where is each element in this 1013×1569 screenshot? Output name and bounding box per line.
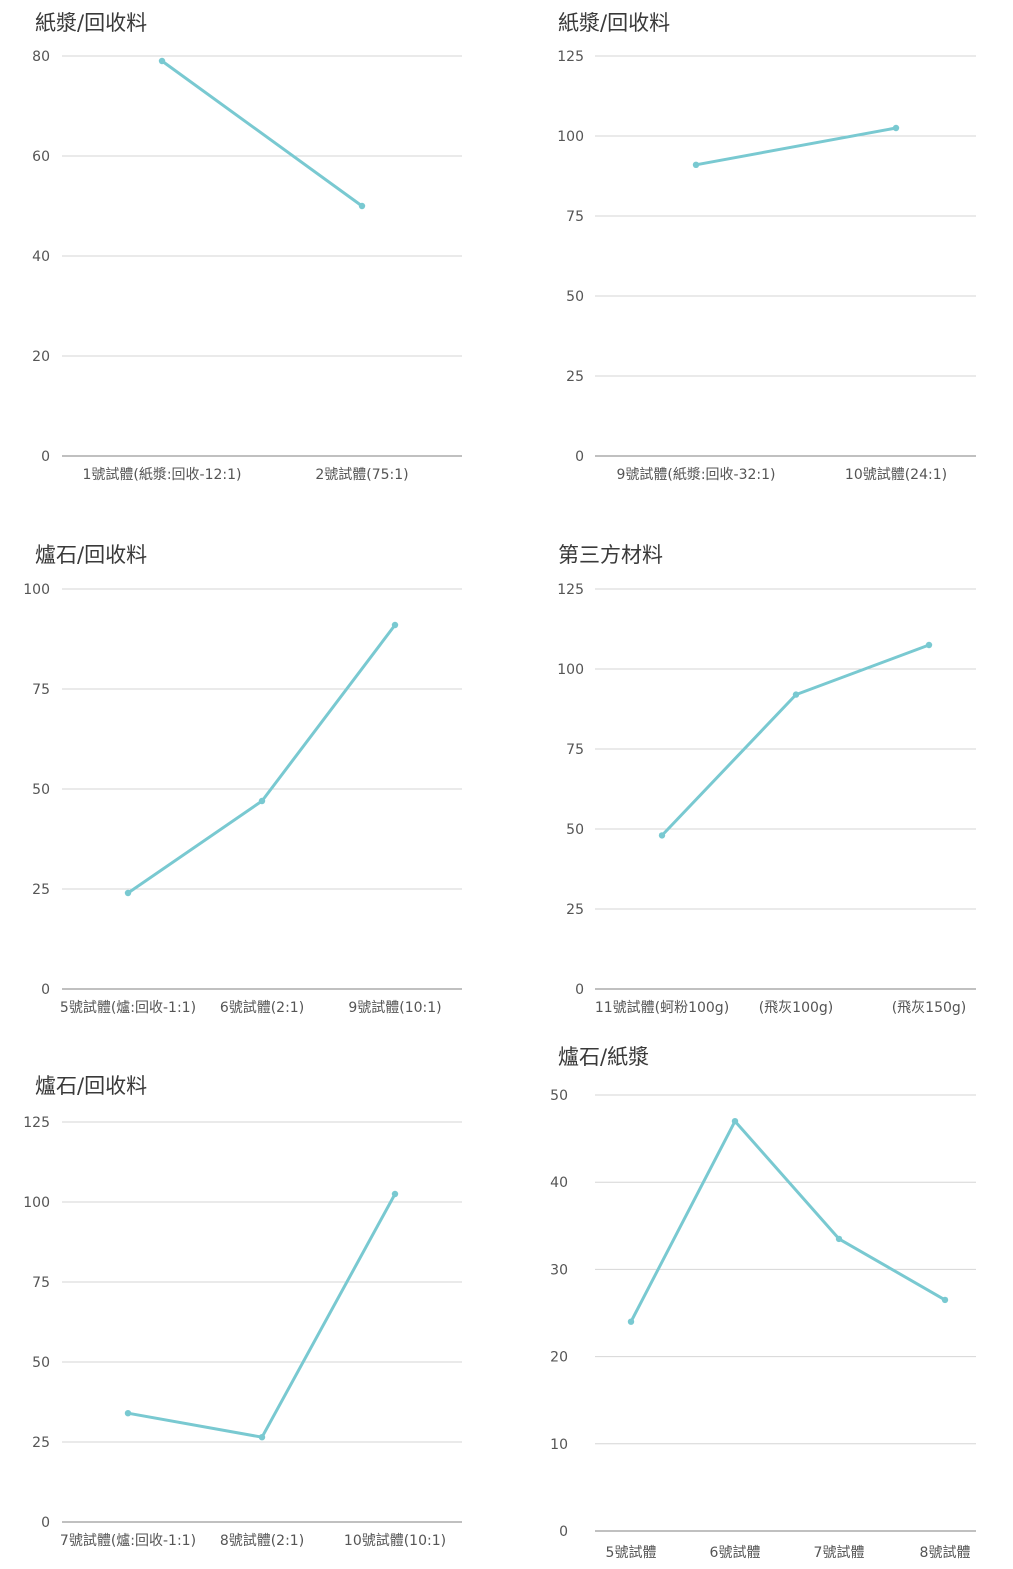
- x-tick-label: 7號試體: [814, 1545, 865, 1561]
- line-chart-1: 紙漿/回收料 0 20 40 60 80 1號試體(紙漿:回收-12:1) 2號試體(75:1…: [32, 11, 462, 483]
- y-tick-label: 75: [566, 209, 584, 225]
- data-point: [391, 621, 399, 629]
- y-tick-label: 25: [566, 369, 584, 385]
- x-tick-label: 5號試體: [606, 1545, 657, 1561]
- y-tick-label: 25: [32, 882, 50, 898]
- y-tick-label: 100: [23, 1195, 50, 1211]
- y-tick-label: 75: [32, 682, 50, 698]
- y-tick-label: 0: [41, 1515, 50, 1531]
- series-line: [126, 623, 397, 895]
- y-tick-label: 40: [550, 1175, 568, 1191]
- y-tick-label: 0: [559, 1524, 568, 1540]
- chart-title: 爐石/紙漿: [558, 1045, 649, 1069]
- series-line: [660, 643, 931, 837]
- x-tick-label: (飛灰150g): [892, 1000, 967, 1016]
- y-tick-label: 100: [557, 129, 584, 145]
- y-tick-label: 0: [575, 449, 584, 465]
- chart-title: 爐石/回收料: [35, 543, 147, 567]
- series-line: [694, 126, 898, 167]
- y-tick-label: 75: [566, 742, 584, 758]
- data-point: [158, 57, 166, 65]
- data-point: [258, 797, 266, 805]
- y-tick-label: 50: [566, 822, 584, 838]
- data-point: [124, 889, 132, 897]
- x-tick-label: 6號試體(2:1): [220, 1000, 304, 1016]
- data-point: [892, 124, 900, 132]
- chart-title: 紙漿/回收料: [558, 11, 670, 35]
- x-tick-label: 1號試體(紙漿:回收-12:1): [82, 467, 241, 483]
- x-tick-label: 5號試體(爐:回收-1:1): [60, 1000, 196, 1016]
- y-tick-label: 100: [557, 662, 584, 678]
- y-tick-label: 50: [550, 1088, 568, 1104]
- line-chart-4: 第三方材料 0 25 50 75 100 125 11號試體(蚵粉100g) (飛灰100g) (…: [557, 543, 976, 1016]
- series-line: [160, 59, 364, 208]
- line-chart-2: 紙漿/回收料 0 25 50 75 100 125 9號試體(紙漿:回收-32:1) 10號試體…: [557, 11, 976, 483]
- y-tick-label: 0: [575, 982, 584, 998]
- chart-title: 第三方材料: [558, 543, 663, 567]
- y-tick-label: 0: [41, 982, 50, 998]
- chart-title: 紙漿/回收料: [35, 11, 147, 35]
- data-point: [925, 641, 933, 649]
- y-tick-label: 50: [566, 289, 584, 305]
- y-tick-label: 25: [566, 902, 584, 918]
- series-line: [126, 1192, 397, 1439]
- data-point: [391, 1190, 399, 1198]
- line-chart-3: 爐石/回收料 0 25 50 75 100 5號試體(爐:回收-1:1) 6號試體(2:1) 9…: [23, 543, 462, 1016]
- series-line: [629, 1119, 947, 1324]
- data-point: [258, 1434, 266, 1441]
- y-tick-label: 125: [557, 582, 584, 598]
- y-tick-label: 80: [32, 49, 50, 65]
- y-tick-label: 125: [23, 1115, 50, 1131]
- y-tick-label: 60: [32, 149, 50, 165]
- y-tick-label: 75: [32, 1275, 50, 1291]
- x-tick-label: 7號試體(爐:回收-1:1): [60, 1533, 196, 1549]
- data-point: [358, 202, 366, 210]
- y-tick-label: 25: [32, 1435, 50, 1451]
- y-tick-label: 100: [23, 582, 50, 598]
- y-tick-label: 30: [550, 1262, 568, 1278]
- line-chart-6: 爐石/紙漿 0 10 20 30 40 50 5號試體 6號試體 7號試體 8號試體: [550, 1045, 976, 1561]
- y-tick-label: 20: [32, 349, 50, 365]
- x-tick-label: (飛灰100g): [759, 1000, 834, 1016]
- y-tick-label: 0: [41, 449, 50, 465]
- data-point: [658, 832, 666, 839]
- data-point: [731, 1118, 739, 1125]
- x-tick-label: 2號試體(75:1): [315, 467, 408, 483]
- data-point: [941, 1296, 949, 1304]
- line-chart-5: 爐石/回收料 0 25 50 75 100 125 7號試體(爐:回收-1:1) 8號試體(2:…: [23, 1074, 462, 1549]
- x-tick-label: 8號試體(2:1): [220, 1533, 304, 1549]
- y-tick-label: 20: [550, 1350, 568, 1366]
- x-tick-label: 10號試體(10:1): [344, 1533, 446, 1549]
- x-tick-label: 9號試體(10:1): [348, 1000, 441, 1016]
- chart-title: 爐石/回收料: [35, 1074, 147, 1098]
- data-point: [792, 691, 800, 698]
- data-point: [627, 1318, 635, 1325]
- y-tick-label: 125: [557, 49, 584, 65]
- y-tick-label: 50: [32, 1355, 50, 1371]
- data-point: [835, 1235, 843, 1243]
- y-tick-label: 10: [550, 1437, 568, 1453]
- x-tick-label: 6號試體: [710, 1545, 761, 1561]
- x-tick-label: 10號試體(24:1): [845, 467, 947, 483]
- x-tick-label: 8號試體: [920, 1545, 971, 1561]
- y-tick-label: 50: [32, 782, 50, 798]
- x-tick-label: 9號試體(紙漿:回收-32:1): [616, 467, 775, 483]
- data-point: [124, 1410, 132, 1417]
- y-tick-label: 40: [32, 249, 50, 265]
- data-point: [692, 161, 700, 168]
- x-tick-label: 11號試體(蚵粉100g): [595, 1000, 729, 1016]
